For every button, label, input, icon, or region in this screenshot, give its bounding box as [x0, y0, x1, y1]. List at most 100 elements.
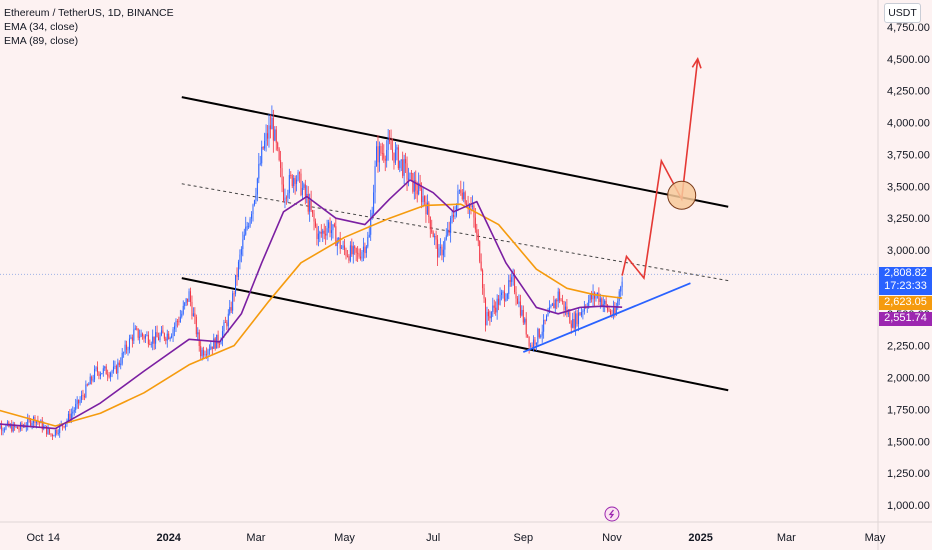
candle — [128, 334, 130, 354]
candle — [79, 396, 81, 406]
symbol-title[interactable]: Ethereum / TetherUS, 1D, BINANCE — [4, 7, 174, 19]
candle — [453, 206, 455, 222]
candle — [544, 319, 546, 325]
candle-body — [82, 395, 84, 396]
candle — [267, 125, 269, 146]
projection-arrowhead — [691, 57, 702, 69]
lightning-icon — [608, 509, 615, 519]
candle-body — [168, 333, 170, 340]
candle-body — [127, 349, 129, 351]
candle-body — [65, 424, 67, 428]
candle-body — [44, 425, 46, 427]
candle-body — [444, 239, 446, 250]
candle-body — [198, 332, 200, 346]
candle — [242, 231, 244, 257]
candle — [314, 218, 316, 229]
candle-body — [1, 425, 3, 431]
candle-body — [506, 293, 508, 299]
candle — [169, 336, 171, 342]
y-tick-label: 3,000.00 — [887, 245, 930, 257]
candle — [134, 325, 136, 331]
candle-body — [9, 424, 11, 427]
candle-body — [245, 226, 247, 235]
candle — [448, 221, 450, 236]
candle-body — [448, 229, 450, 234]
candle-body — [128, 338, 130, 350]
candle-body — [291, 175, 293, 187]
candle — [312, 209, 314, 218]
candle — [98, 371, 100, 380]
candle-body — [532, 339, 534, 347]
candle-body — [360, 256, 362, 259]
candle — [114, 360, 116, 370]
candle-body — [265, 133, 267, 141]
candle-body — [583, 306, 585, 312]
candle-body — [50, 433, 52, 435]
candle — [224, 316, 226, 324]
candle-body — [91, 376, 93, 381]
candle — [301, 180, 303, 200]
candle — [27, 413, 29, 431]
candle — [416, 181, 418, 203]
candle-body — [573, 319, 575, 329]
candle — [283, 176, 285, 203]
candle — [527, 334, 529, 338]
ema-fast-legend[interactable]: EMA (34, close) — [4, 21, 79, 33]
candle — [496, 294, 498, 320]
y-tick-label: 4,750.00 — [887, 22, 930, 34]
candle-body — [403, 159, 405, 176]
candle — [349, 241, 351, 263]
candle-body — [374, 166, 376, 193]
candle — [291, 174, 293, 189]
candle-body — [140, 333, 142, 337]
candle-body — [368, 234, 370, 237]
candle-body — [365, 246, 367, 254]
candle — [345, 247, 347, 260]
candle-body — [612, 308, 614, 316]
ema-slow-legend[interactable]: EMA (89, close) — [4, 35, 79, 47]
candle — [174, 322, 176, 337]
candle — [458, 189, 460, 195]
candle — [490, 311, 492, 322]
candle — [17, 426, 19, 430]
candle-body — [214, 338, 216, 349]
candle — [402, 151, 404, 179]
candle-body — [447, 229, 449, 236]
candle — [179, 309, 181, 323]
candle — [252, 203, 254, 222]
candle-body — [236, 274, 238, 277]
y-tick-label: 2,000.00 — [887, 373, 930, 385]
candle — [485, 297, 487, 332]
currency-button[interactable]: USDT — [884, 3, 921, 23]
candle-body — [618, 291, 620, 301]
candle — [230, 301, 232, 314]
candle — [471, 195, 473, 210]
candle — [476, 223, 478, 241]
candle-body — [345, 249, 347, 256]
candle-body — [159, 335, 161, 341]
candle-body — [30, 419, 32, 426]
candle-body — [615, 306, 617, 316]
candle — [470, 197, 472, 215]
candle-body — [471, 205, 473, 207]
candle-body — [567, 312, 569, 315]
candle — [313, 209, 315, 231]
candle — [357, 246, 359, 263]
candle-body — [453, 214, 455, 217]
candle-body — [323, 230, 325, 234]
candle-body — [402, 159, 404, 176]
candle-body — [589, 294, 591, 301]
candle-body — [54, 429, 56, 436]
candle — [88, 382, 90, 386]
candle-body — [290, 175, 292, 176]
candle — [351, 238, 353, 257]
candle — [19, 421, 21, 432]
candle-body — [349, 245, 351, 261]
candle — [211, 346, 213, 355]
candle-body — [287, 193, 289, 198]
candle-body — [479, 241, 481, 262]
candle — [477, 229, 479, 247]
candle-body — [267, 133, 269, 139]
candle-body — [232, 293, 234, 311]
